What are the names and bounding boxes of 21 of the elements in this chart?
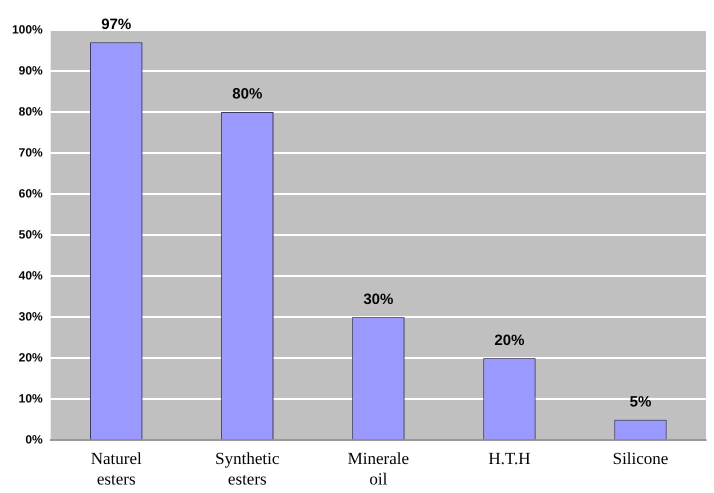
y-tick-label: 30%	[18, 309, 44, 324]
x-tick-label: Silicone	[612, 448, 668, 468]
y-tick-label: 10%	[18, 391, 44, 406]
y-tick-label: 50%	[18, 227, 44, 242]
y-tick-label: 40%	[18, 268, 44, 282]
x-tick-label: Naturel esters	[90, 448, 142, 488]
y-tick-label: 60%	[18, 186, 44, 200]
x-tick-label: Minerale oil	[348, 448, 410, 488]
x-tick-label: H.T.H	[488, 448, 530, 468]
y-tick-label: 70%	[18, 145, 44, 160]
data-label: 5%	[630, 393, 652, 410]
y-tick-label: 100%	[12, 22, 44, 36]
y-tick-label: 90%	[18, 63, 44, 78]
y-tick-label: 20%	[18, 350, 44, 364]
y-tick-label: 80%	[18, 104, 44, 118]
y-tick-label: 0%	[25, 432, 44, 447]
x-tick-label: Synthetic esters	[215, 448, 280, 488]
data-label: 80%	[232, 86, 262, 103]
data-label: 97%	[101, 16, 132, 33]
data-label: 30%	[363, 290, 394, 308]
data-label: 20%	[494, 332, 524, 349]
